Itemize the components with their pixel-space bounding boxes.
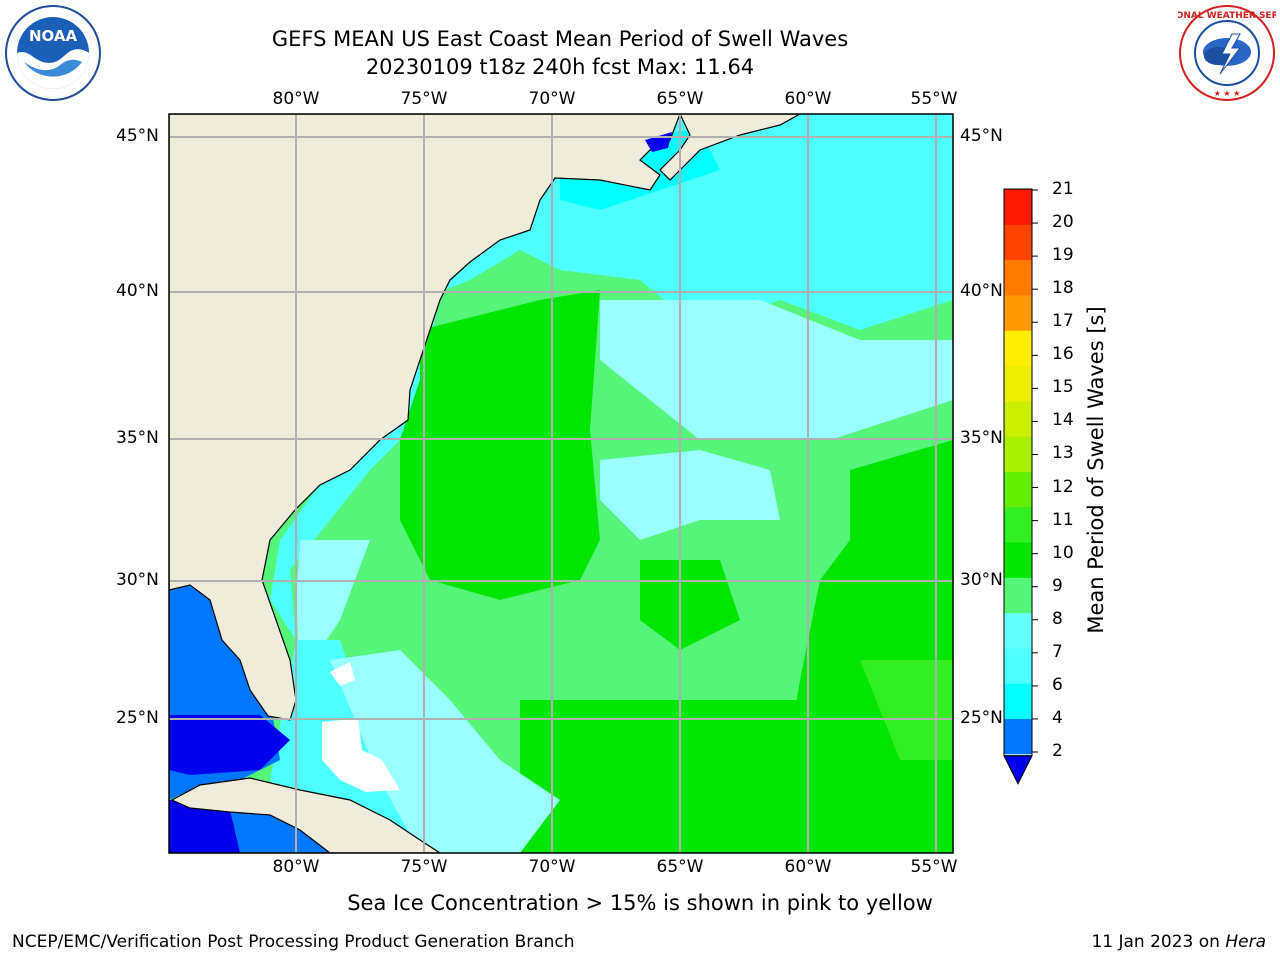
lon-label-top-70w: 70°W [528, 89, 576, 109]
ocean-pale-mid [600, 450, 780, 540]
colorbar-tick-label: 9 [1052, 575, 1063, 596]
colorbar-box [1004, 436, 1032, 472]
lat-label-right-25n: 25°N [960, 708, 1003, 728]
colorbar-tick-label: 20 [1052, 212, 1074, 233]
colorbar-label: Mean Period of Swell Waves [s] [1084, 306, 1108, 634]
lat-label-left-35n: 35°N [116, 428, 159, 448]
lon-label-top-75w: 75°W [400, 89, 448, 109]
colorbar-tick-label: 17 [1052, 311, 1074, 332]
nws-logo-text: NATIONAL WEATHER SERVICE [1178, 11, 1276, 21]
colorbar-tick-label: 11 [1052, 509, 1074, 530]
caribbean-blue [230, 810, 340, 853]
colorbar-tick-label: 21 [1052, 179, 1074, 199]
land-canada [659, 114, 801, 181]
colorbar-box [1004, 330, 1032, 366]
ocean-pale-center [600, 300, 953, 440]
colorbar-box [1004, 647, 1032, 684]
colorbar-tick-label: 7 [1052, 641, 1063, 662]
colorbar-extend-min [1003, 755, 1033, 785]
lon-label-top-60w: 60°W [784, 89, 832, 109]
colorbar-box [1004, 683, 1032, 719]
lon-label-bottom-55w: 55°W [910, 857, 958, 877]
colorbar-tick-label: 16 [1052, 344, 1074, 365]
nws-logo: NATIONAL WEATHER SERVICE ★ ★ ★ [1178, 5, 1276, 101]
lat-label-right-40n: 40°N [960, 281, 1003, 301]
lon-label-bottom-75w: 75°W [400, 857, 448, 877]
lat-label-left-45n: 45°N [116, 126, 159, 146]
graticule [169, 114, 953, 853]
footer-machine: Hera [1225, 932, 1266, 952]
lon-label-bottom-65w: 65°W [656, 857, 704, 877]
colorbar-box [1004, 400, 1032, 437]
lat-label-left-25n: 25°N [116, 708, 159, 728]
colorbar-frame [1003, 188, 1033, 757]
colorbar-tick-label: 6 [1052, 674, 1063, 695]
ocean-green-west [400, 290, 600, 600]
colorbar-tick-label: 2 [1052, 741, 1063, 761]
lon-label-bottom-80w: 80°W [272, 857, 320, 877]
colorbar-box [1004, 612, 1032, 649]
map-subtitle: 20230109 t18z 240h fcst Max: 11.64 [365, 55, 755, 79]
ocean-lime-patch [860, 660, 953, 760]
lon-label-top-80w: 80°W [272, 89, 320, 109]
colorbar-box [1004, 471, 1032, 508]
footer-date: 11 Jan 2023 on Hera [1091, 932, 1266, 952]
colorbar-box [1004, 189, 1032, 225]
colorbar-box [1004, 506, 1032, 543]
colorbar-box [1004, 718, 1032, 755]
lon-label-top-65w: 65°W [656, 89, 704, 109]
footer-credit: NCEP/EMC/Verification Post Processing Pr… [12, 932, 575, 952]
colorbar-box [1004, 577, 1032, 614]
colorbar-tick-label: 8 [1052, 608, 1063, 629]
colorbar-tick-label: 18 [1052, 278, 1074, 299]
colorbar-box [1004, 542, 1032, 578]
colorbar [1003, 188, 1038, 785]
ocean-green-south [520, 700, 800, 853]
svg-text:★ ★ ★: ★ ★ ★ [1214, 89, 1241, 98]
lat-label-right-35n: 35°N [960, 428, 1003, 448]
colorbar-box [1004, 259, 1032, 296]
noaa-logo: NOAA [5, 5, 101, 101]
nodata-bahamas [322, 718, 400, 792]
ocean-green-mid [640, 560, 740, 650]
lon-label-bottom-70w: 70°W [528, 857, 576, 877]
colorbar-tick-label: 13 [1052, 443, 1074, 464]
footer-date-text: 11 Jan 2023 on [1091, 932, 1226, 952]
lat-label-left-30n: 30°N [116, 570, 159, 590]
map-title: GEFS MEAN US East Coast Mean Period of S… [271, 27, 849, 51]
colorbar-tick-label: 10 [1052, 542, 1074, 563]
nodata-small [330, 662, 355, 686]
colorbar-tick-label: 12 [1052, 476, 1074, 497]
lat-label-right-45n: 45°N [960, 126, 1003, 146]
colorbar-tick-label: 15 [1052, 377, 1074, 398]
lon-label-top-55w: 55°W [910, 89, 958, 109]
colorbar-tick-label: 4 [1052, 707, 1063, 728]
colorbar-box [1004, 224, 1032, 261]
land-cuba [170, 777, 442, 853]
lon-label-bottom-60w: 60°W [784, 857, 832, 877]
colorbar-box [1004, 294, 1032, 331]
lat-label-right-30n: 30°N [960, 570, 1003, 590]
ocean-pale-bahamas [330, 650, 560, 853]
colorbar-tick-label: 14 [1052, 410, 1074, 431]
lat-label-left-40n: 40°N [116, 281, 159, 301]
colorbar-tick-label: 19 [1052, 245, 1074, 266]
map-frame [168, 113, 954, 854]
colorbar-box [1004, 365, 1032, 402]
sea-ice-note: Sea Ice Concentration > 15% is shown in … [347, 891, 933, 915]
gulf-dark-blue [169, 715, 290, 775]
noaa-logo-text: NOAA [29, 27, 78, 45]
